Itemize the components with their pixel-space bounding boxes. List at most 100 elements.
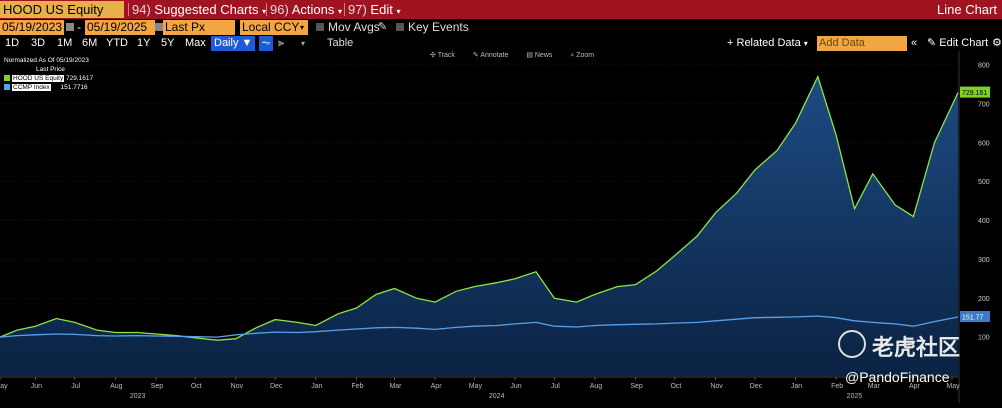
y-tick-label: 200 xyxy=(978,296,990,303)
field-selector[interactable]: Last Px xyxy=(163,20,235,35)
end-date-field[interactable]: 05/19/2025 xyxy=(85,20,155,35)
legend-swatch xyxy=(4,75,10,82)
tiger-logo-icon xyxy=(838,330,866,358)
annotate-tool[interactable]: ✎ Annotate xyxy=(472,52,509,59)
line-chart-icon[interactable]: ⏦ xyxy=(259,36,273,51)
candle-chart-icon[interactable]: ⫸ xyxy=(278,37,285,49)
x-tick-label: Mar xyxy=(868,383,881,390)
legend-name: CCMP Index xyxy=(12,84,51,91)
track-tool[interactable]: ✣ Track xyxy=(430,52,455,59)
currency-selector[interactable]: Local CCY xyxy=(240,20,308,35)
chevron-down-icon[interactable]: ▾ xyxy=(301,39,306,48)
period-selector[interactable]: Daily ▼ xyxy=(211,36,256,51)
x-tick-label: May xyxy=(946,383,960,390)
period-label: Daily xyxy=(214,37,239,49)
x-tick-label: Apr xyxy=(909,383,921,390)
chart-area[interactable]: 100 200 300 400 500 600 700 800 May Jun Jul Aug Sep… xyxy=(0,51,1002,403)
watermark-handle: @PandoFinance xyxy=(845,369,950,385)
legend-name: HOOD US Equity xyxy=(12,75,65,82)
calendar-icon[interactable] xyxy=(155,23,163,31)
x-tick-label: May xyxy=(0,383,8,390)
x-tick-label: Dec xyxy=(270,383,283,390)
calendar-icon[interactable] xyxy=(66,23,74,31)
settings-row: 05/19/2023 - 05/19/2025 Last Px Local CC… xyxy=(0,19,1002,36)
mov-avgs-label[interactable]: Mov Avgs xyxy=(328,20,380,34)
start-date-field[interactable]: 05/19/2023 xyxy=(0,20,64,35)
menu-label: Actions xyxy=(291,2,335,17)
y-axis: 100 200 300 400 500 600 700 800 xyxy=(978,63,990,342)
chevron-down-icon: ▾ xyxy=(396,7,401,16)
divider xyxy=(128,3,129,16)
range-3d[interactable]: 3D xyxy=(31,37,46,49)
window-title: Line Chart xyxy=(937,2,997,17)
key-events-checkbox[interactable] xyxy=(396,23,404,31)
range-1y[interactable]: 1Y xyxy=(137,37,151,49)
edit-menu[interactable]: 97) Edit ▾ xyxy=(348,1,400,18)
x-tick-label: Nov xyxy=(710,383,723,390)
plus-icon: + xyxy=(727,37,734,49)
news-label: News xyxy=(534,52,553,59)
key-events-label[interactable]: Key Events xyxy=(408,20,469,34)
line-chart[interactable]: 100 200 300 400 500 600 700 800 May Jun Jul Aug Sep… xyxy=(0,51,1002,403)
x-tick-label: Jul xyxy=(551,383,560,390)
legend-swatch xyxy=(4,84,10,91)
gear-icon[interactable]: ⚙ xyxy=(992,37,1002,49)
x-tick-label: Dec xyxy=(750,383,763,390)
zoom-tool[interactable]: ⌕ Zoom xyxy=(570,52,595,59)
range-5y[interactable]: 5Y xyxy=(161,37,175,49)
menu-number: 96) xyxy=(270,2,289,17)
year-label: 2025 xyxy=(847,393,863,400)
collapse-icon[interactable]: « xyxy=(911,37,918,49)
legend-header: Last Price xyxy=(36,66,65,73)
x-tick-label: Oct xyxy=(191,383,202,390)
range-6m[interactable]: 6M xyxy=(82,37,98,49)
last-value-box xyxy=(960,86,990,98)
pencil-icon[interactable]: ✎ xyxy=(378,21,388,33)
top-toolbar: HOOD US Equity 94) Suggested Charts ▾ 96… xyxy=(0,0,1002,19)
chart-legend: Normalized As Of 05/19/2023 Last Price H… xyxy=(4,56,93,92)
related-data-button[interactable]: + Related Data ▾ xyxy=(727,36,808,51)
chart-tools: ✣ Track ✎ Annotate ▤ News ⌕ Zoom xyxy=(430,51,610,60)
date-dash: - xyxy=(77,20,81,34)
y-tick-label: 100 xyxy=(978,335,990,342)
actions-menu[interactable]: 96) Actions ▾ xyxy=(270,1,342,18)
divider xyxy=(344,3,345,16)
edit-chart-label: Edit Chart xyxy=(939,37,989,49)
y-tick-label: 600 xyxy=(978,140,990,147)
x-tick-label: Jun xyxy=(510,383,521,390)
range-1d[interactable]: 1D xyxy=(5,37,20,49)
legend-item-ccmp[interactable]: CCMP Index 151.7716 xyxy=(4,83,93,92)
suggested-charts-menu[interactable]: 94) Suggested Charts ▾ xyxy=(132,1,266,18)
x-tick-label: Sep xyxy=(630,383,643,390)
add-data-input[interactable]: Add Data xyxy=(817,36,907,51)
range-max[interactable]: Max xyxy=(185,37,206,49)
x-tick-label: Jun xyxy=(31,383,42,390)
x-tick-label: Feb xyxy=(351,383,363,390)
x-tick-label: Jan xyxy=(791,383,802,390)
track-label: Track xyxy=(437,52,455,59)
ticker-field[interactable]: HOOD US Equity xyxy=(0,1,124,18)
legend-item-hood[interactable]: HOOD US Equity 729.1617 xyxy=(4,74,93,83)
x-tick-label: Jan xyxy=(311,383,322,390)
last-value-label: 729.161 xyxy=(962,90,987,97)
range-ytd[interactable]: YTD xyxy=(106,37,128,49)
menu-label: Edit xyxy=(370,2,393,17)
news-tool[interactable]: ▤ News xyxy=(526,52,553,59)
chevron-down-icon: ▼ xyxy=(241,37,253,49)
annotate-label: Annotate xyxy=(480,52,509,59)
chevron-down-icon: ▾ xyxy=(337,7,342,16)
menu-label: Suggested Charts xyxy=(154,2,259,17)
x-tick-label: Sep xyxy=(151,383,164,390)
chevron-down-icon[interactable]: ▾ xyxy=(300,23,305,32)
watermark-text: 老虎社区 xyxy=(872,335,961,360)
x-tick-label: Jul xyxy=(71,383,80,390)
x-tick-label: Oct xyxy=(670,383,681,390)
table-button[interactable]: Table xyxy=(327,37,354,49)
mov-avgs-checkbox[interactable] xyxy=(316,23,324,31)
x-tick-label: Aug xyxy=(590,383,603,390)
pencil-icon: ✎ xyxy=(927,37,937,49)
chevron-down-icon: ▾ xyxy=(262,7,267,16)
year-label: 2023 xyxy=(130,393,146,400)
edit-chart-button[interactable]: ✎ Edit Chart xyxy=(927,36,988,51)
range-1m[interactable]: 1M xyxy=(57,37,73,49)
